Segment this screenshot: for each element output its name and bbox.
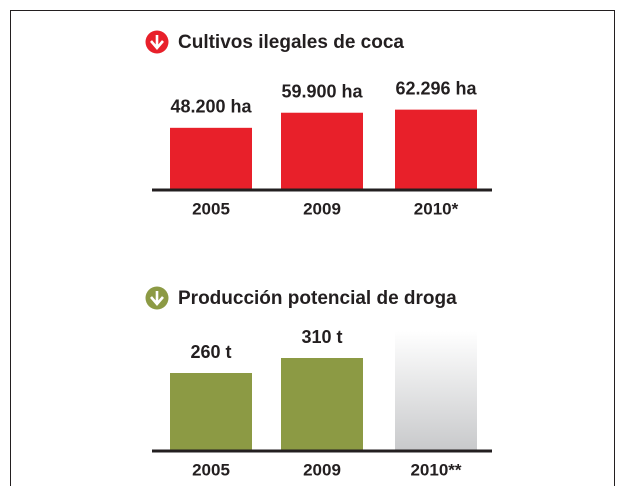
bar: [281, 112, 363, 190]
bar: [170, 373, 252, 451]
bar: [170, 127, 252, 190]
x-tick-label: 2010**: [410, 460, 461, 479]
value-label: 62.296 ha: [395, 78, 477, 98]
value-label: 59.900 ha: [281, 81, 363, 101]
x-tick-label: 2010*: [414, 199, 459, 218]
value-label: 260 t: [190, 342, 231, 362]
icon-arrow: [150, 291, 164, 306]
icon-arrow: [150, 35, 164, 50]
x-tick-label: 2005: [192, 199, 230, 218]
x-tick-label: 2009: [303, 460, 341, 479]
chart-title: Cultivos ilegales de coca: [178, 32, 404, 53]
frame: [10, 10, 615, 486]
x-tick-label: 2005: [192, 460, 230, 479]
bar: [281, 358, 363, 451]
bar: [395, 109, 477, 190]
value-label: 48.200 ha: [170, 97, 252, 117]
unavailable-bar: [395, 331, 477, 451]
x-tick-label: 2009: [303, 199, 341, 218]
value-label: 310 t: [301, 327, 342, 347]
chart-title: Producción potencial de droga: [178, 288, 457, 309]
